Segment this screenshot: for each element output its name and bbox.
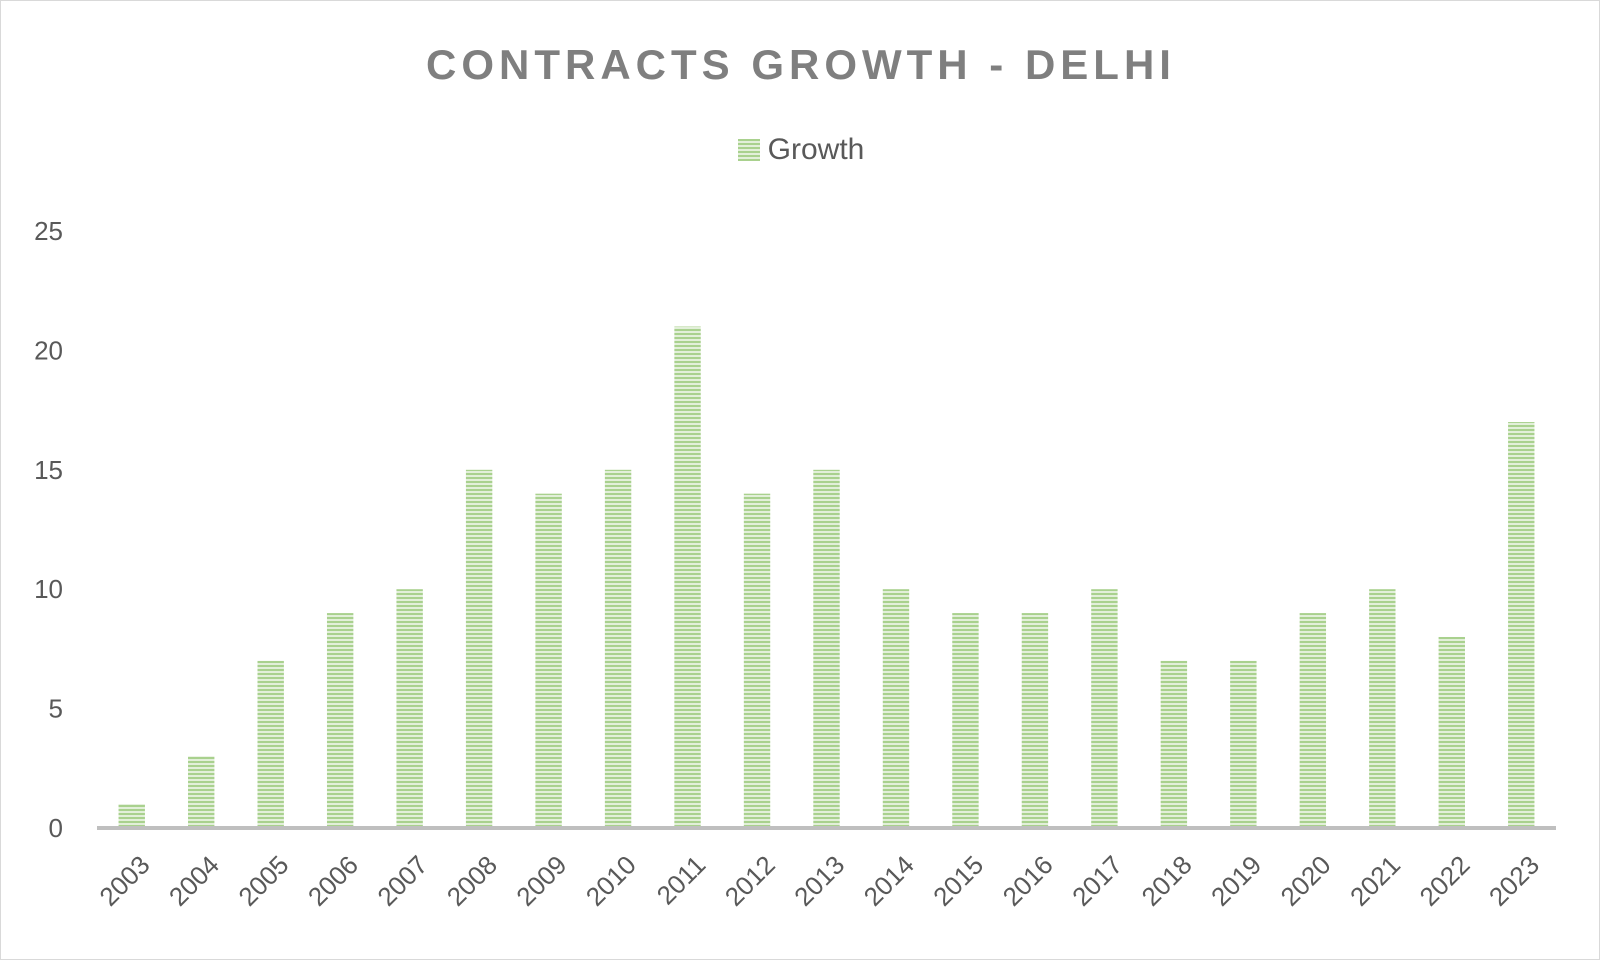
bar (257, 660, 284, 828)
bar (1091, 589, 1118, 828)
y-tick-label: 0 (49, 813, 63, 843)
x-tick-label: 2019 (1205, 850, 1267, 912)
x-tick-label: 2023 (1483, 850, 1545, 912)
bar (396, 589, 423, 828)
bar (1299, 613, 1327, 828)
bar (1508, 422, 1535, 828)
x-tick-label: 2006 (302, 850, 364, 912)
x-tick-label: 2014 (858, 850, 920, 912)
bar (952, 613, 979, 828)
bar (188, 756, 215, 828)
bars (118, 326, 1535, 828)
y-tick-label: 20 (34, 335, 63, 365)
x-tick-label: 2007 (371, 850, 433, 912)
x-tick-label: 2008 (441, 850, 503, 912)
legend-swatch (737, 139, 760, 161)
x-tick-label: 2004 (163, 850, 225, 912)
bar (1438, 636, 1465, 828)
bar (1021, 613, 1049, 828)
bar (326, 613, 354, 828)
x-tick-label: 2022 (1413, 850, 1475, 912)
x-tick-label: 2017 (1066, 850, 1128, 912)
bar (118, 804, 145, 828)
chart-title: CONTRACTS GROWTH - DELHI (426, 41, 1176, 88)
x-tick-label: 2018 (1136, 850, 1198, 912)
x-tick-label: 2003 (93, 850, 155, 912)
bar (604, 469, 632, 828)
y-axis-ticks: 0 5 10 15 20 25 (34, 216, 63, 843)
x-tick-label: 2005 (232, 850, 294, 912)
x-tick-label: 2009 (510, 850, 572, 912)
bar (1160, 660, 1188, 828)
bar (535, 493, 562, 828)
y-tick-label: 15 (34, 455, 63, 485)
x-axis-ticks: 2003 2004 2005 2006 2007 2008 2009 2010 2011 2012… (93, 850, 1545, 912)
bar (1369, 589, 1396, 828)
bar (465, 469, 493, 828)
x-tick-label: 2013 (788, 850, 850, 912)
bar (674, 326, 701, 828)
bar (1230, 660, 1257, 828)
y-tick-label: 5 (49, 694, 63, 724)
bar (813, 469, 840, 828)
legend: Growth (1, 133, 1600, 167)
bar (882, 589, 910, 828)
x-tick-label: 2021 (1344, 850, 1406, 912)
x-tick-label: 2015 (927, 850, 989, 912)
x-tick-label: 2020 (1275, 850, 1337, 912)
bar (743, 493, 771, 828)
x-tick-label: 2010 (580, 850, 642, 912)
y-tick-label: 10 (34, 574, 63, 604)
legend-label: Growth (767, 133, 865, 166)
x-tick-label: 2016 (997, 850, 1059, 912)
y-tick-label: 25 (34, 216, 63, 246)
x-tick-label: 2011 (651, 850, 712, 911)
x-tick-label: 2012 (719, 850, 781, 912)
